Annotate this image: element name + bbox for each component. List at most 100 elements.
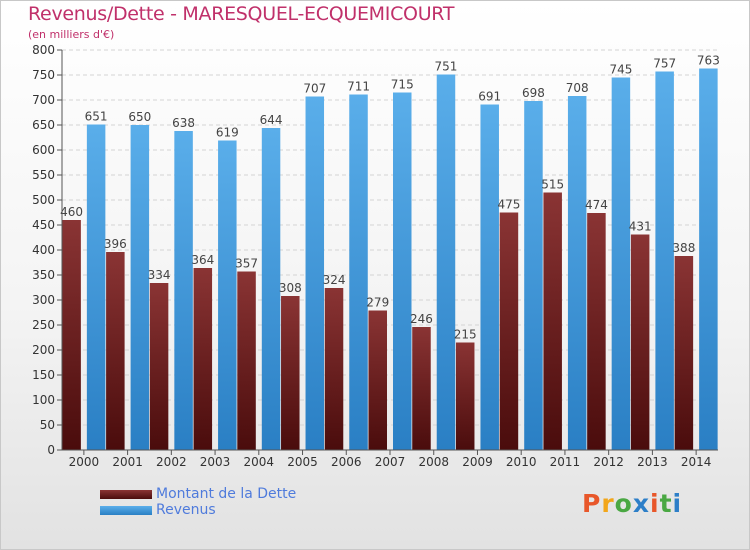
data-label-revenue: 650 <box>128 110 151 124</box>
bar-revenue <box>655 71 674 450</box>
bar-debt <box>237 271 256 450</box>
y-tick-label: 200 <box>32 343 55 357</box>
bar-revenue <box>349 94 368 450</box>
bar-revenue <box>611 77 631 450</box>
bar-debt <box>412 327 431 450</box>
bar-revenue <box>130 125 150 450</box>
bar-debt <box>455 342 475 450</box>
x-tick-label: 2003 <box>200 455 231 469</box>
data-label-revenue: 638 <box>172 116 195 130</box>
y-tick-label: 650 <box>32 118 55 132</box>
data-label-debt: 388 <box>672 241 695 255</box>
bar-revenue <box>261 128 281 450</box>
y-tick-label: 0 <box>47 443 55 457</box>
bar-debt <box>543 192 562 450</box>
bar-debt <box>62 220 81 450</box>
axis-layer: 0 50 100 150 200 250 300 350 400 450 500 550 600 650 7… <box>32 43 718 469</box>
x-tick-label: 2002 <box>156 455 187 469</box>
data-label-debt: 357 <box>235 257 258 271</box>
bar-revenue <box>567 96 587 450</box>
y-tick-label: 500 <box>32 193 55 207</box>
data-label-debt: 515 <box>541 178 564 192</box>
logo-letter: r <box>601 489 615 518</box>
bar-debt <box>149 283 169 450</box>
y-tick-label: 150 <box>32 368 55 382</box>
data-label-debt: 308 <box>279 281 302 295</box>
x-tick-label: 2007 <box>375 455 406 469</box>
proxiti-logo: Proxiti <box>582 489 682 518</box>
y-tick-label: 250 <box>32 318 55 332</box>
legend-swatch-revenue <box>100 506 152 515</box>
x-tick-label: 2014 <box>681 455 712 469</box>
data-label-debt: 246 <box>410 312 433 326</box>
y-tick-label: 600 <box>32 143 55 157</box>
legend-swatch-debt <box>100 490 152 499</box>
bars-layer <box>62 68 718 450</box>
data-label-debt: 474 <box>585 198 608 212</box>
bar-debt <box>368 310 387 450</box>
data-label-debt: 431 <box>629 220 652 234</box>
chart-subtitle: (en milliers d'€) <box>28 28 115 41</box>
x-tick-label: 2010 <box>506 455 537 469</box>
data-label-revenue: 745 <box>609 63 632 77</box>
logo-letter: i <box>650 489 660 518</box>
x-tick-label: 2001 <box>112 455 143 469</box>
bar-revenue <box>699 68 718 450</box>
labels-layer: 460 651 396 650 334 638 364 619 357 644 308 707 324 7… <box>60 54 720 342</box>
legend-label-debt: Montant de la Dette <box>156 486 297 502</box>
logo-letter: i <box>672 489 683 518</box>
data-label-revenue: 707 <box>303 82 326 96</box>
chart-title: Revenus/Dette - MARESQUEL-ECQUEMICOURT <box>28 3 455 25</box>
data-label-debt: 475 <box>497 198 520 212</box>
grid-layer <box>62 49 718 451</box>
data-label-revenue: 763 <box>697 54 720 68</box>
data-label-debt: 215 <box>454 328 477 342</box>
bar-debt <box>281 296 300 450</box>
data-label-revenue: 698 <box>522 86 545 100</box>
x-tick-label: 2006 <box>331 455 362 469</box>
bar-debt <box>630 234 650 450</box>
data-label-revenue: 708 <box>566 81 589 95</box>
y-tick-label: 100 <box>32 393 55 407</box>
logo-letter: x <box>632 489 650 518</box>
x-tick-label: 2009 <box>462 455 493 469</box>
y-tick-label: 450 <box>32 218 55 232</box>
data-label-revenue: 757 <box>653 57 676 71</box>
logo-letter: t <box>659 489 673 518</box>
data-label-revenue: 619 <box>216 126 239 140</box>
bar-revenue <box>174 131 193 450</box>
x-tick-label: 2012 <box>593 455 624 469</box>
data-label-revenue: 751 <box>435 60 458 74</box>
data-label-debt: 364 <box>191 253 214 267</box>
bar-revenue <box>393 92 412 450</box>
bar-revenue <box>480 104 499 450</box>
x-tick-label: 2008 <box>418 455 449 469</box>
y-tick-label: 800 <box>32 43 55 57</box>
data-label-debt: 324 <box>323 273 346 287</box>
y-tick-label: 300 <box>32 293 55 307</box>
data-label-revenue: 644 <box>260 113 283 127</box>
x-tick-label: 2013 <box>637 455 668 469</box>
data-label-revenue: 715 <box>391 78 414 92</box>
bar-revenue <box>524 101 543 450</box>
bar-revenue <box>436 74 456 450</box>
logo-letter: o <box>614 489 633 518</box>
data-label-debt: 460 <box>60 205 83 219</box>
bar-revenue <box>305 96 325 450</box>
data-label-debt: 396 <box>104 237 127 251</box>
x-tick-label: 2000 <box>69 455 100 469</box>
x-tick-label: 2004 <box>244 455 275 469</box>
y-tick-label: 750 <box>32 68 55 82</box>
bar-debt <box>193 268 213 450</box>
legend-label-revenue: Revenus <box>156 502 216 518</box>
y-tick-label: 700 <box>32 93 55 107</box>
x-tick-label: 2011 <box>550 455 581 469</box>
bar-debt <box>324 288 344 450</box>
bar-debt <box>674 256 694 450</box>
data-label-debt: 334 <box>148 268 171 282</box>
y-tick-label: 550 <box>32 168 55 182</box>
data-label-revenue: 711 <box>347 80 370 94</box>
y-tick-label: 400 <box>32 243 55 257</box>
data-label-revenue: 651 <box>85 110 108 124</box>
bar-debt <box>499 212 519 450</box>
